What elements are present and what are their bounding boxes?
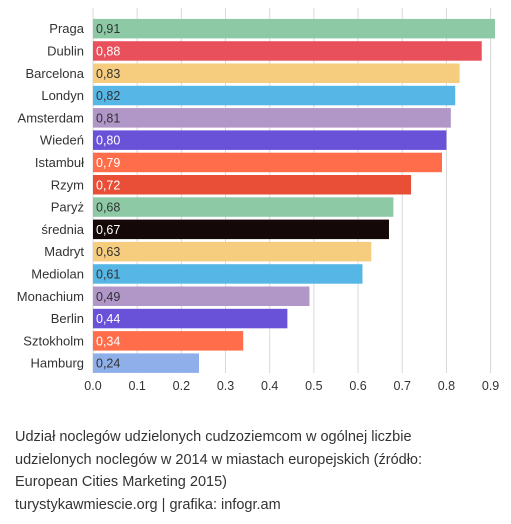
source-credit: turystykawmiescie.org | grafika: infogr.…: [15, 496, 281, 513]
value-label: 0,68: [96, 201, 120, 215]
bar: [93, 41, 482, 61]
category-label: Monachium: [17, 289, 84, 304]
bar: [93, 353, 200, 373]
value-label: 0,67: [96, 223, 120, 237]
value-label: 0,34: [96, 334, 120, 348]
chart-svg: 0.0 0.1 0.2 0.3 0.4 0.5 0.6 0.7 0.8 0.9 Praga 0,91 D…: [17, 8, 499, 393]
bar: [93, 18, 495, 39]
category-label: Paryż: [51, 200, 84, 215]
category-label: średnia: [41, 222, 84, 237]
bar: [93, 241, 372, 262]
category-label: Praga: [49, 21, 84, 36]
value-label: 0,72: [96, 178, 120, 192]
category-label: Istambuł: [35, 155, 84, 170]
value-label: 0,49: [96, 290, 120, 304]
x-tick-label: 0.5: [305, 379, 322, 393]
category-label: Berlin: [51, 311, 84, 326]
bar: [93, 130, 447, 150]
bar: [93, 219, 389, 240]
bar: [93, 108, 451, 128]
value-label: 0,80: [96, 134, 120, 148]
value-label: 0,91: [96, 22, 120, 36]
caption-text: Udział noclegów udzielonych cudzoziemcom…: [15, 429, 423, 490]
bar: [93, 308, 288, 329]
bar: [93, 85, 456, 106]
category-label: Sztokholm: [23, 333, 84, 348]
bar: [93, 264, 363, 284]
category-label: Amsterdam: [18, 110, 84, 125]
x-tick-label: 0.2: [173, 379, 190, 393]
category-label: Madryt: [44, 244, 84, 259]
bar-chart: 0.0 0.1 0.2 0.3 0.4 0.5 0.6 0.7 0.8 0.9 Praga 0,91 D…: [17, 8, 499, 393]
bar: [93, 175, 412, 195]
x-tick-label: 0.1: [128, 379, 145, 393]
x-tick-label: 0.8: [438, 379, 455, 393]
value-label: 0,83: [96, 67, 120, 81]
chart-caption: Udział noclegów udzielonych cudzoziemcom…: [15, 426, 485, 516]
category-label: Londyn: [41, 88, 84, 103]
bar: [93, 286, 310, 306]
value-label: 0,81: [96, 111, 120, 125]
value-label: 0,63: [96, 245, 120, 259]
value-label: 0,88: [96, 44, 120, 58]
category-label: Hamburg: [31, 356, 84, 371]
value-label: 0,79: [96, 156, 120, 170]
x-tick-label: 0.9: [482, 379, 499, 393]
bar: [93, 63, 460, 83]
category-label: Dublin: [47, 43, 84, 58]
value-label: 0,44: [96, 312, 120, 326]
bar: [93, 152, 442, 173]
category-label: Rzym: [51, 177, 84, 192]
x-tick-label: 0.0: [84, 379, 101, 393]
category-label: Wiedeń: [40, 133, 84, 148]
category-label: Barcelona: [25, 66, 84, 81]
x-tick-label: 0.3: [217, 379, 234, 393]
value-label: 0,82: [96, 89, 120, 103]
category-label: Mediolan: [31, 266, 84, 281]
x-tick-label: 0.4: [261, 379, 278, 393]
bar: [93, 197, 394, 217]
x-tick-label: 0.6: [349, 379, 366, 393]
x-tick-label: 0.7: [394, 379, 411, 393]
value-label: 0,24: [96, 357, 120, 371]
bar: [93, 331, 244, 351]
value-label: 0,61: [96, 267, 120, 281]
